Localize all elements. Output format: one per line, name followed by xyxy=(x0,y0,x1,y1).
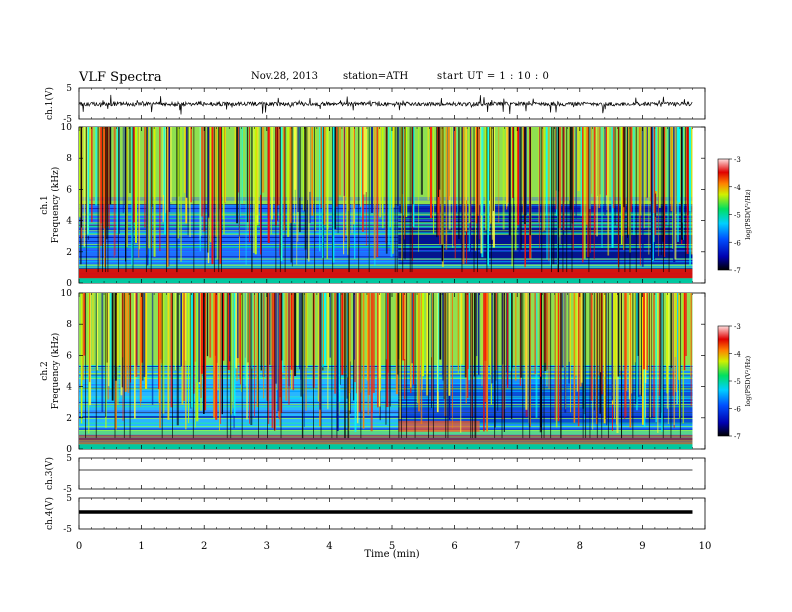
x-tick-label: 5 xyxy=(389,541,395,552)
y-tick-label: -5 xyxy=(63,485,72,495)
x-tick-label: 0 xyxy=(76,541,82,552)
axis-ticks: 0 1 2 3 4 5 6 7 8 9 10 xyxy=(76,88,712,552)
x-tick-label: 9 xyxy=(639,541,645,552)
colorbar-tick-label: -5 xyxy=(734,378,741,386)
x-tick-label: 7 xyxy=(514,541,520,552)
y-axis-title: ch.4(V) xyxy=(44,497,55,530)
y-tick-label: 5 xyxy=(66,454,72,464)
colorbar-tick-label: -3 xyxy=(734,323,741,331)
colorbar-label: log(PSD(V²/Hz) xyxy=(744,189,752,240)
colorbar-tick-label: -4 xyxy=(734,351,741,359)
y-tick-label: -5 xyxy=(63,525,72,535)
ch2-spectrogram xyxy=(79,293,693,449)
y-tick-label: 0 xyxy=(66,445,72,455)
y-axis-title: ch.3(V) xyxy=(44,457,55,490)
colorbar-ticks: -3 -4 -5 -6 -7 log(PSD(V²/Hz) -3 -4 -5 -6 -7 log(PS… xyxy=(729,156,752,441)
y-tick-label: 8 xyxy=(66,154,72,164)
colorbar-tick-label: -5 xyxy=(734,212,741,220)
colorbar-ch2-gradient xyxy=(717,325,730,437)
figure-title: VLF Spectra xyxy=(79,70,162,85)
x-tick-label: 3 xyxy=(264,541,270,552)
x-axis-label: Time (min) xyxy=(364,549,419,560)
y-axis-title: ch.1(V) xyxy=(44,87,55,120)
colorbar-tick-label: -7 xyxy=(734,267,741,275)
y-tick-label: 2 xyxy=(66,414,72,424)
colorbar-tick-label: -3 xyxy=(734,156,741,164)
start-time-label: start UT = 1 : 10 : 0 xyxy=(437,71,550,82)
y-tick-label: 6 xyxy=(66,351,72,361)
y-tick-label: -5 xyxy=(63,115,72,125)
y-axis-title-channel: ch.2 xyxy=(40,361,50,380)
y-axis-title-channel: ch.1 xyxy=(40,195,50,214)
colorbar-tick-label: -6 xyxy=(734,406,741,414)
y-axis-title-frequency: Frequency (kHz) xyxy=(50,167,61,244)
colorbar-tick-label: -4 xyxy=(734,184,741,192)
y-tick-label: 4 xyxy=(66,217,72,227)
y-tick-label: 5 xyxy=(66,494,72,504)
y-tick-label: 5 xyxy=(66,84,72,94)
colorbar-ch1-gradient xyxy=(717,158,730,271)
ch1-spectrogram xyxy=(79,127,693,283)
waveforms xyxy=(78,94,693,514)
colorbar-tick-label: -6 xyxy=(734,239,741,247)
x-tick-label: 10 xyxy=(699,541,712,552)
station-label: station=ATH xyxy=(343,71,409,82)
colorbar-tick-label: -7 xyxy=(734,433,741,441)
colorbar-ch1 xyxy=(717,158,730,271)
x-tick-label: 1 xyxy=(138,541,144,552)
y-axis-title-frequency: Frequency (kHz) xyxy=(50,333,61,410)
date-label: Nov.28, 2013 xyxy=(251,71,318,82)
x-tick-label: 6 xyxy=(451,541,457,552)
x-tick-label: 2 xyxy=(201,541,207,552)
y-axis-labels: 5-5ch.1(V)5-5ch.3(V)5-5ch.4(V)0246810ch.… xyxy=(40,84,72,535)
colorbar-label: log(PSD(V²/Hz) xyxy=(744,355,752,406)
x-tick-label: 4 xyxy=(326,541,332,552)
y-tick-label: 6 xyxy=(66,185,72,195)
ch3-waveform-frame xyxy=(78,457,706,490)
y-tick-label: 8 xyxy=(66,320,72,330)
y-tick-label: 10 xyxy=(61,123,73,133)
y-tick-label: 2 xyxy=(66,248,72,258)
y-tick-label: 4 xyxy=(66,383,72,393)
y-tick-label: 10 xyxy=(61,289,73,299)
y-tick-label: 0 xyxy=(66,279,72,289)
x-tick-label: 8 xyxy=(577,541,583,552)
colorbar-ch2 xyxy=(717,325,730,437)
ch1-waveform-line xyxy=(78,94,693,115)
